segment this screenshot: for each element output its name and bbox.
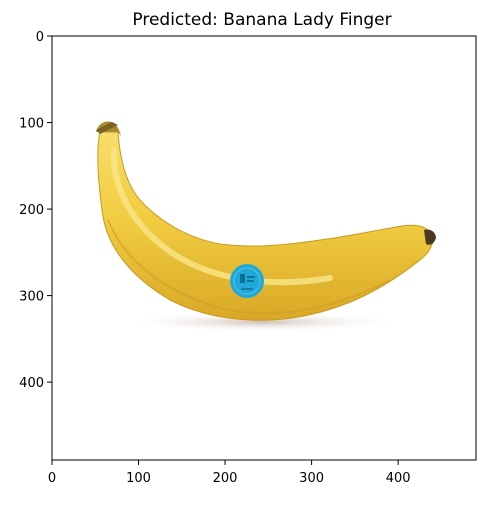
banana-photo bbox=[96, 121, 436, 332]
x-tick-label: 200 bbox=[213, 471, 238, 486]
y-tick-label: 400 bbox=[19, 376, 44, 391]
y-axis: 0 100 200 300 400 bbox=[19, 30, 52, 391]
plot-title: Predicted: Banana Lady Finger bbox=[132, 10, 391, 30]
photo-area bbox=[52, 36, 476, 460]
axes-frame bbox=[51, 35, 477, 461]
x-tick-label: 0 bbox=[48, 471, 56, 486]
y-tick-label: 0 bbox=[36, 30, 44, 45]
y-tick-label: 200 bbox=[19, 203, 44, 218]
y-tick-label: 300 bbox=[19, 290, 44, 305]
x-tick-label: 100 bbox=[126, 471, 151, 486]
x-axis: 0 100 200 300 400 bbox=[48, 460, 411, 486]
x-tick-label: 300 bbox=[299, 471, 324, 486]
x-tick-label: 400 bbox=[386, 471, 411, 486]
y-tick-label: 100 bbox=[19, 117, 44, 132]
sticker bbox=[230, 264, 264, 298]
